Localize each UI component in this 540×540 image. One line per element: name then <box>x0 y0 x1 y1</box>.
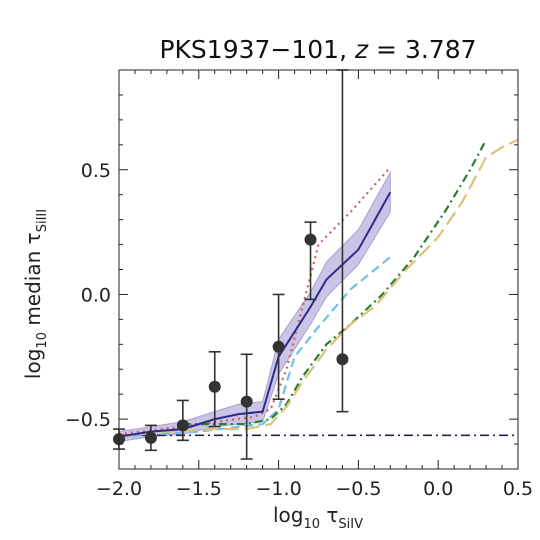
x-axis-label: log10 τSiIV <box>273 503 363 532</box>
plot-frame <box>118 69 519 470</box>
series-line-main <box>119 191 392 438</box>
x-tick-label: −2.0 <box>96 478 142 500</box>
x-tick-label: 0.0 <box>423 478 453 500</box>
series-line-yellow-dashed <box>119 138 518 438</box>
data-point <box>144 431 157 444</box>
data-point <box>304 233 317 246</box>
series-line-red-dotted <box>119 166 392 436</box>
series-line-green-dashdot <box>182 139 488 426</box>
x-tick-label: 0.5 <box>503 478 533 500</box>
data-point <box>272 340 285 353</box>
y-tick-label: 0.0 <box>81 284 111 306</box>
data-point <box>208 380 221 393</box>
axis-ticks: −2.0 −1.5 −1.0 −0.5 0.0 0.5 −0.5 0.0 0.5 <box>65 69 533 500</box>
x-tick-label: −1.0 <box>256 478 302 500</box>
x-tick-label: −1.5 <box>176 478 222 500</box>
y-tick-label: −0.5 <box>65 409 111 431</box>
data-point <box>336 353 349 366</box>
plot-area <box>119 138 518 443</box>
uncertainty-band <box>119 170 391 443</box>
chart-title: PKS1937−101, z = 3.787 <box>159 35 476 64</box>
data-points <box>113 69 349 460</box>
x-tick-label: −0.5 <box>335 478 381 500</box>
data-point <box>176 419 189 432</box>
y-tick-label: 0.5 <box>81 160 111 182</box>
data-point <box>240 395 253 408</box>
y-axis-label: log10 median τSiIII <box>21 209 50 379</box>
